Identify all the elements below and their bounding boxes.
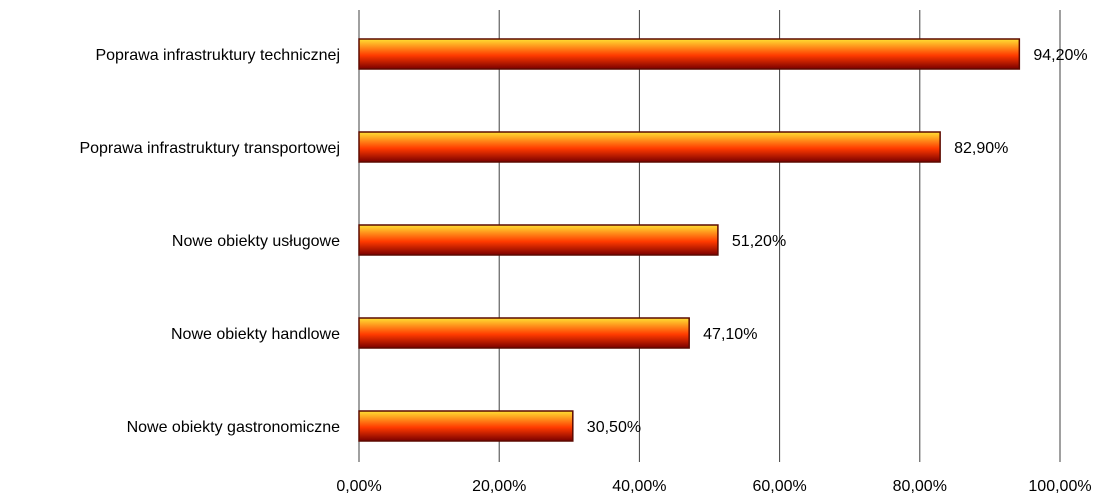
data-labels: 94,20% 82,90% 51,20% 47,10% 30,50% (587, 47, 1088, 436)
category-label: Nowe obiekty usługowe (172, 233, 340, 250)
data-label: 94,20% (1033, 47, 1087, 64)
bar (358, 410, 574, 442)
data-label: 47,10% (703, 326, 757, 343)
category-label: Nowe obiekty handlowe (171, 326, 340, 343)
category-label: Poprawa infrastruktury transportowej (79, 140, 340, 157)
category-label: Poprawa infrastruktury technicznej (95, 47, 340, 64)
bar (358, 131, 941, 163)
data-label: 82,90% (954, 140, 1008, 157)
x-tick-label: 0,00% (336, 478, 381, 495)
data-label: 30,50% (587, 419, 641, 436)
category-labels: Poprawa infrastruktury technicznej Popraw… (79, 47, 340, 436)
x-axis-tick-labels: 0,00% 20,00% 40,00% 60,00% 80,00% 100,00% (336, 478, 1091, 495)
bar (358, 38, 1021, 70)
x-tick-label: 20,00% (472, 478, 526, 495)
x-tick-label: 60,00% (752, 478, 806, 495)
category-label: Nowe obiekty gastronomiczne (127, 419, 341, 436)
bars (358, 38, 1021, 442)
x-tick-label: 100,00% (1028, 478, 1091, 495)
x-tick-label: 40,00% (612, 478, 666, 495)
x-tick-label: 80,00% (893, 478, 947, 495)
bar (358, 224, 719, 256)
bar (358, 317, 690, 349)
data-label: 51,20% (732, 233, 786, 250)
